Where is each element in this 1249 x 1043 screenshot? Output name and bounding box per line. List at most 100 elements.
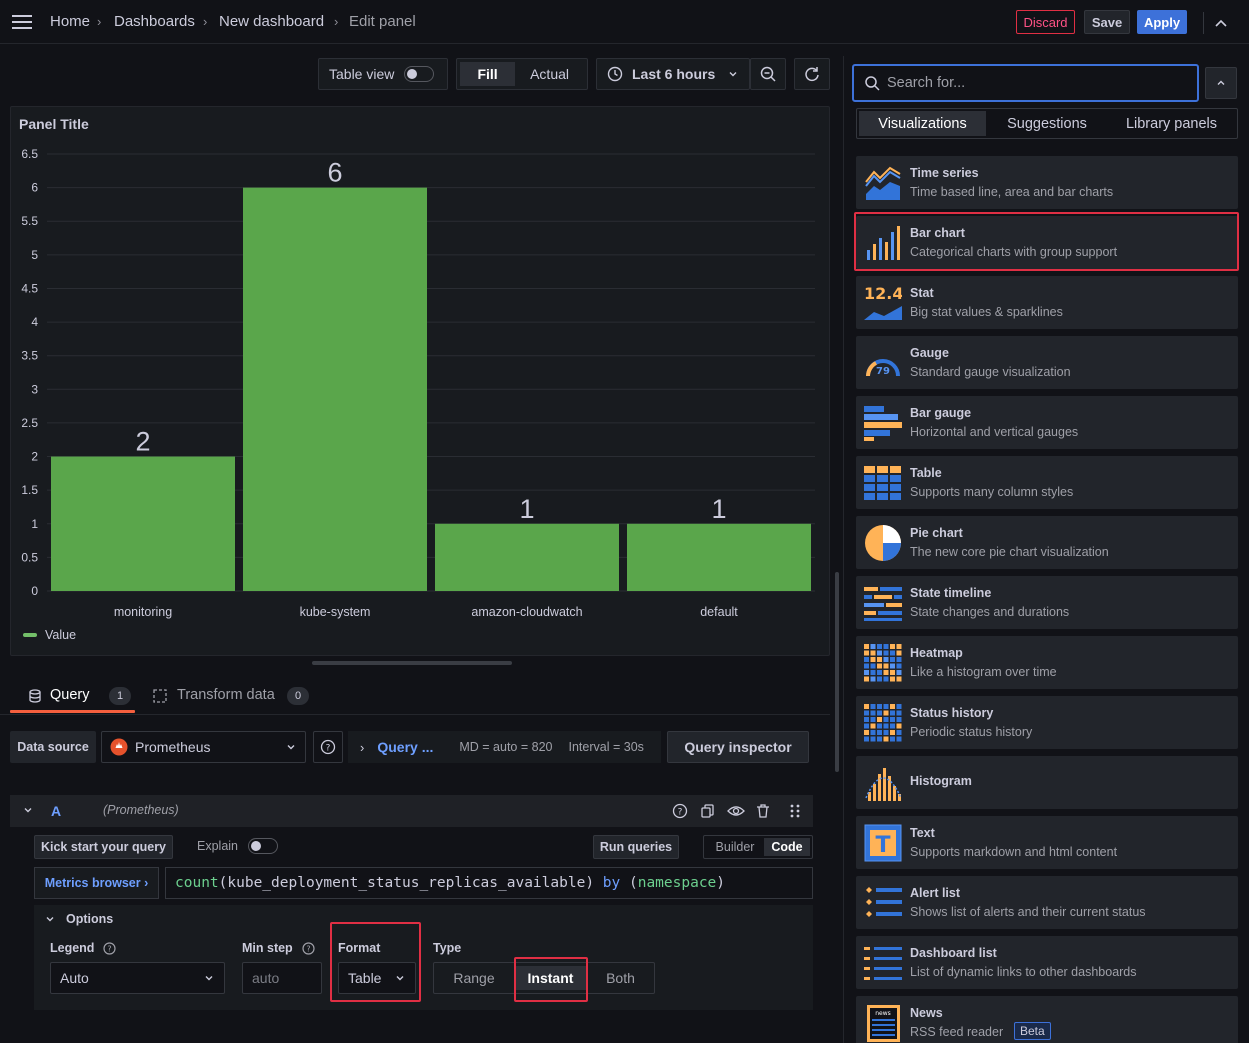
viz-item-description: RSS feed reader [910, 1025, 1004, 1039]
viz-item-table[interactable]: Table Supports many column styles [856, 456, 1238, 509]
explain-switch[interactable] [248, 838, 278, 854]
metrics-browser-button[interactable]: Metrics browser › [34, 867, 159, 899]
code-mode-button[interactable]: Code [764, 838, 810, 856]
type-both-option[interactable]: Both [606, 970, 635, 986]
viz-item-dashboard-list[interactable]: Dashboard list List of dynamic links to o… [856, 936, 1238, 989]
info-circle-icon[interactable]: ? [302, 942, 315, 955]
query-options-link[interactable]: Query ... [377, 739, 434, 755]
drag-handle-icon[interactable] [789, 803, 801, 819]
tab-transform-data[interactable]: Transform data 0 [150, 680, 320, 714]
bar-value-label: 1 [711, 494, 726, 524]
viz-item-bar-chart[interactable]: Bar chart Categorical charts with group s… [856, 216, 1238, 269]
run-queries-button[interactable]: Run queries [593, 835, 679, 859]
apply-button[interactable]: Apply [1137, 10, 1187, 34]
question-circle-icon[interactable]: ? [672, 803, 688, 819]
data-source-picker[interactable]: Prometheus [101, 731, 306, 763]
viz-item-status-history[interactable]: Status history Periodic status history [856, 696, 1238, 749]
trash-icon[interactable] [755, 803, 771, 819]
expr-metric: kube_deployment_status_replicas_availabl… [227, 875, 586, 891]
format-highlight [330, 922, 421, 1002]
viz-item-title: Heatmap [910, 646, 963, 660]
editor-mode-toggle: Builder Code [703, 835, 813, 859]
viz-item-title: News [910, 1006, 943, 1020]
chevron-up-icon [1217, 80, 1225, 85]
collapse-sidebar-button[interactable] [1205, 67, 1237, 99]
type-range-option[interactable]: Range [453, 970, 495, 986]
chevron-right-icon: › [97, 14, 102, 29]
viz-item-state-timeline[interactable]: State timeline State changes and duration… [856, 576, 1238, 629]
chevron-down-icon [46, 917, 54, 922]
tab-visualizations[interactable]: Visualizations [859, 111, 986, 136]
viz-item-pie-chart[interactable]: Pie chart The new core pie chart visualiz… [856, 516, 1238, 569]
pie-chart-icon [865, 525, 901, 561]
builder-mode-button[interactable]: Builder [715, 840, 755, 854]
viz-item-bar-gauge[interactable]: Bar gauge Horizontal and vertical gauges [856, 396, 1238, 449]
menu-icon[interactable] [12, 14, 32, 30]
tab-suggestions[interactable]: Suggestions [1007, 115, 1087, 132]
legend-item[interactable]: Value [23, 628, 76, 642]
breadcrumb-edit-panel: Edit panel [349, 13, 416, 30]
viz-item-title: Gauge [910, 346, 949, 360]
viz-item-description: Time based line, area and bar charts [910, 185, 1114, 199]
query-inspector-button[interactable]: Query inspector [667, 731, 809, 763]
chevron-down-icon [396, 976, 404, 981]
time-picker[interactable]: Last 6 hours [596, 58, 750, 90]
svg-text:?: ? [107, 945, 111, 954]
viz-item-title: Alert list [910, 886, 961, 900]
table-view-toggle[interactable]: Table view [318, 58, 448, 90]
legend-select[interactable]: Auto [50, 962, 225, 994]
viz-item-text[interactable]: T Text Supports markdown and html content [856, 816, 1238, 869]
query-ref-id[interactable]: A [51, 803, 62, 819]
breadcrumb-new-dashboard[interactable]: New dashboard [219, 13, 325, 30]
stat-icon: 12.4 [864, 284, 902, 320]
tab-query[interactable]: Query 1 [10, 680, 135, 714]
collapse-query-icon[interactable] [22, 804, 34, 816]
viz-item-description: Supports markdown and html content [910, 845, 1118, 859]
actual-option[interactable]: Actual [530, 66, 570, 82]
y-tick-label: 4.5 [21, 281, 38, 295]
viz-search-input[interactable]: Search for... [852, 64, 1199, 102]
fill-option[interactable]: Fill [460, 62, 516, 86]
query-datasource-name: (Prometheus) [103, 803, 179, 817]
viz-item-time-series[interactable]: Time series Time based line, area and bar… [856, 156, 1238, 209]
table-view-switch[interactable] [404, 66, 435, 82]
info-circle-icon[interactable]: ? [103, 942, 116, 955]
viz-item-stat[interactable]: 12.4 Stat Big stat values & sparklines [856, 276, 1238, 329]
tab-library-panels[interactable]: Library panels [1125, 115, 1218, 132]
collapse-toggle[interactable] [1203, 12, 1237, 34]
refresh-button[interactable] [794, 58, 830, 90]
save-button[interactable]: Save [1084, 10, 1130, 34]
min-step-label: Min step [242, 941, 293, 955]
kick-start-query-button[interactable]: Kick start your query [34, 835, 173, 859]
time-series-icon [865, 166, 901, 200]
panel: Panel Title 0 0.5 1 1.5 2 2.5 3 3.5 4 4.5 5 5.5 6 6.5… [10, 106, 830, 656]
viz-item-news[interactable]: news News RSS feed reader Beta [856, 996, 1238, 1043]
vertical-scrollbar[interactable] [835, 572, 839, 772]
data-source-help-button[interactable]: ? [313, 731, 343, 763]
viz-item-heatmap[interactable]: Heatmap Like a histogram over time [856, 636, 1238, 689]
zoom-out-button[interactable] [750, 58, 786, 90]
chevron-down-icon [729, 72, 737, 77]
table-view-label: Table view [329, 66, 395, 82]
type-instant-option[interactable]: Instant [514, 966, 587, 990]
promql-editor[interactable]: count(kube_deployment_status_replicas_av… [165, 867, 813, 899]
viz-item-histogram[interactable]: Histogram [856, 756, 1238, 809]
eye-icon[interactable] [727, 803, 745, 819]
heatmap-icon [864, 644, 902, 682]
legend-label: Value [45, 628, 77, 642]
viz-item-gauge[interactable]: 79 Gauge Standard gauge visualization [856, 336, 1238, 389]
discard-button[interactable]: Discard [1016, 10, 1075, 34]
breadcrumb-home[interactable]: Home [50, 13, 91, 30]
breadcrumb-dashboards[interactable]: Dashboards [114, 13, 195, 30]
min-step-input[interactable]: auto [242, 962, 322, 994]
splitter-handle[interactable] [312, 661, 512, 665]
histogram-icon [865, 768, 902, 801]
copy-icon[interactable] [700, 803, 716, 819]
format-select[interactable]: Table [338, 962, 416, 994]
x-tick-label: default [700, 605, 738, 619]
viz-item-alert-list[interactable]: Alert list Shows list of alerts and their… [856, 876, 1238, 929]
query-options-bar[interactable]: › Query ... MD = auto = 820 Interval = 3… [348, 731, 661, 763]
time-range-label: Last 6 hours [632, 66, 716, 82]
chevron-right-icon: › [334, 14, 339, 29]
options-toggle[interactable]: Options [44, 912, 113, 926]
